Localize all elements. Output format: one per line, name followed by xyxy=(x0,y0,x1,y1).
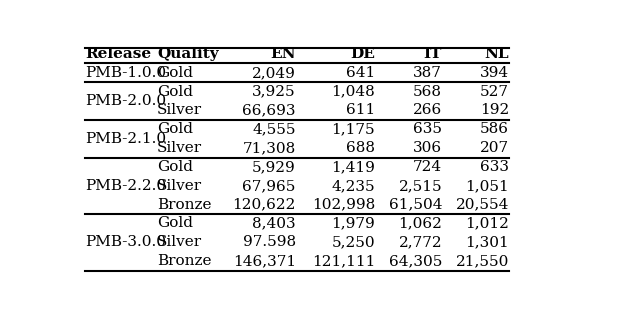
Text: 611: 611 xyxy=(346,104,375,118)
Text: 71,308: 71,308 xyxy=(243,141,296,155)
Text: 192: 192 xyxy=(480,104,509,118)
Text: Gold: Gold xyxy=(157,216,193,230)
Text: 568: 568 xyxy=(413,85,442,99)
Text: 2,049: 2,049 xyxy=(252,66,296,80)
Text: Quality: Quality xyxy=(157,47,218,61)
Text: 387: 387 xyxy=(413,66,442,80)
Text: 2,515: 2,515 xyxy=(399,179,442,193)
Text: 21,550: 21,550 xyxy=(456,254,509,268)
Text: 102,998: 102,998 xyxy=(312,198,375,212)
Text: Silver: Silver xyxy=(157,104,202,118)
Text: 688: 688 xyxy=(346,141,375,155)
Text: 2,772: 2,772 xyxy=(399,235,442,249)
Text: PMB-2.2.0: PMB-2.2.0 xyxy=(85,179,166,193)
Text: 4,555: 4,555 xyxy=(252,122,296,136)
Text: Gold: Gold xyxy=(157,160,193,174)
Text: 20,554: 20,554 xyxy=(456,198,509,212)
Text: Silver: Silver xyxy=(157,141,202,155)
Text: 5,929: 5,929 xyxy=(252,160,296,174)
Text: 1,048: 1,048 xyxy=(332,85,375,99)
Text: DE: DE xyxy=(350,47,375,61)
Text: Silver: Silver xyxy=(157,235,202,249)
Text: 1,051: 1,051 xyxy=(465,179,509,193)
Text: 635: 635 xyxy=(413,122,442,136)
Text: Gold: Gold xyxy=(157,85,193,99)
Text: 1,419: 1,419 xyxy=(332,160,375,174)
Text: 1,301: 1,301 xyxy=(465,235,509,249)
Text: 4,235: 4,235 xyxy=(332,179,375,193)
Text: 8,403: 8,403 xyxy=(252,216,296,230)
Text: 394: 394 xyxy=(480,66,509,80)
Text: NL: NL xyxy=(484,47,509,61)
Text: Gold: Gold xyxy=(157,66,193,80)
Text: 120,622: 120,622 xyxy=(232,198,296,212)
Text: PMB-3.0.0: PMB-3.0.0 xyxy=(85,235,166,249)
Text: IT: IT xyxy=(424,47,442,61)
Text: 1,979: 1,979 xyxy=(332,216,375,230)
Text: 121,111: 121,111 xyxy=(312,254,375,268)
Text: 306: 306 xyxy=(413,141,442,155)
Text: 3,925: 3,925 xyxy=(252,85,296,99)
Text: 633: 633 xyxy=(480,160,509,174)
Text: 1,012: 1,012 xyxy=(465,216,509,230)
Text: 207: 207 xyxy=(480,141,509,155)
Text: 1,175: 1,175 xyxy=(332,122,375,136)
Text: EN: EN xyxy=(270,47,296,61)
Text: 67,965: 67,965 xyxy=(243,179,296,193)
Text: 97.598: 97.598 xyxy=(243,235,296,249)
Text: 586: 586 xyxy=(480,122,509,136)
Text: 61,504: 61,504 xyxy=(388,198,442,212)
Text: 64,305: 64,305 xyxy=(388,254,442,268)
Text: 1,062: 1,062 xyxy=(398,216,442,230)
Text: 5,250: 5,250 xyxy=(332,235,375,249)
Text: Silver: Silver xyxy=(157,179,202,193)
Text: 66,693: 66,693 xyxy=(243,104,296,118)
Text: PMB-2.1.0: PMB-2.1.0 xyxy=(85,132,166,146)
Text: Gold: Gold xyxy=(157,122,193,136)
Text: PMB-1.0.0: PMB-1.0.0 xyxy=(85,66,166,80)
Text: 266: 266 xyxy=(413,104,442,118)
Text: PMB-2.0.0: PMB-2.0.0 xyxy=(85,94,166,108)
Text: 527: 527 xyxy=(480,85,509,99)
Text: 641: 641 xyxy=(346,66,375,80)
Text: Release: Release xyxy=(85,47,151,61)
Text: 146,371: 146,371 xyxy=(232,254,296,268)
Text: Bronze: Bronze xyxy=(157,254,211,268)
Text: Bronze: Bronze xyxy=(157,198,211,212)
Text: 724: 724 xyxy=(413,160,442,174)
